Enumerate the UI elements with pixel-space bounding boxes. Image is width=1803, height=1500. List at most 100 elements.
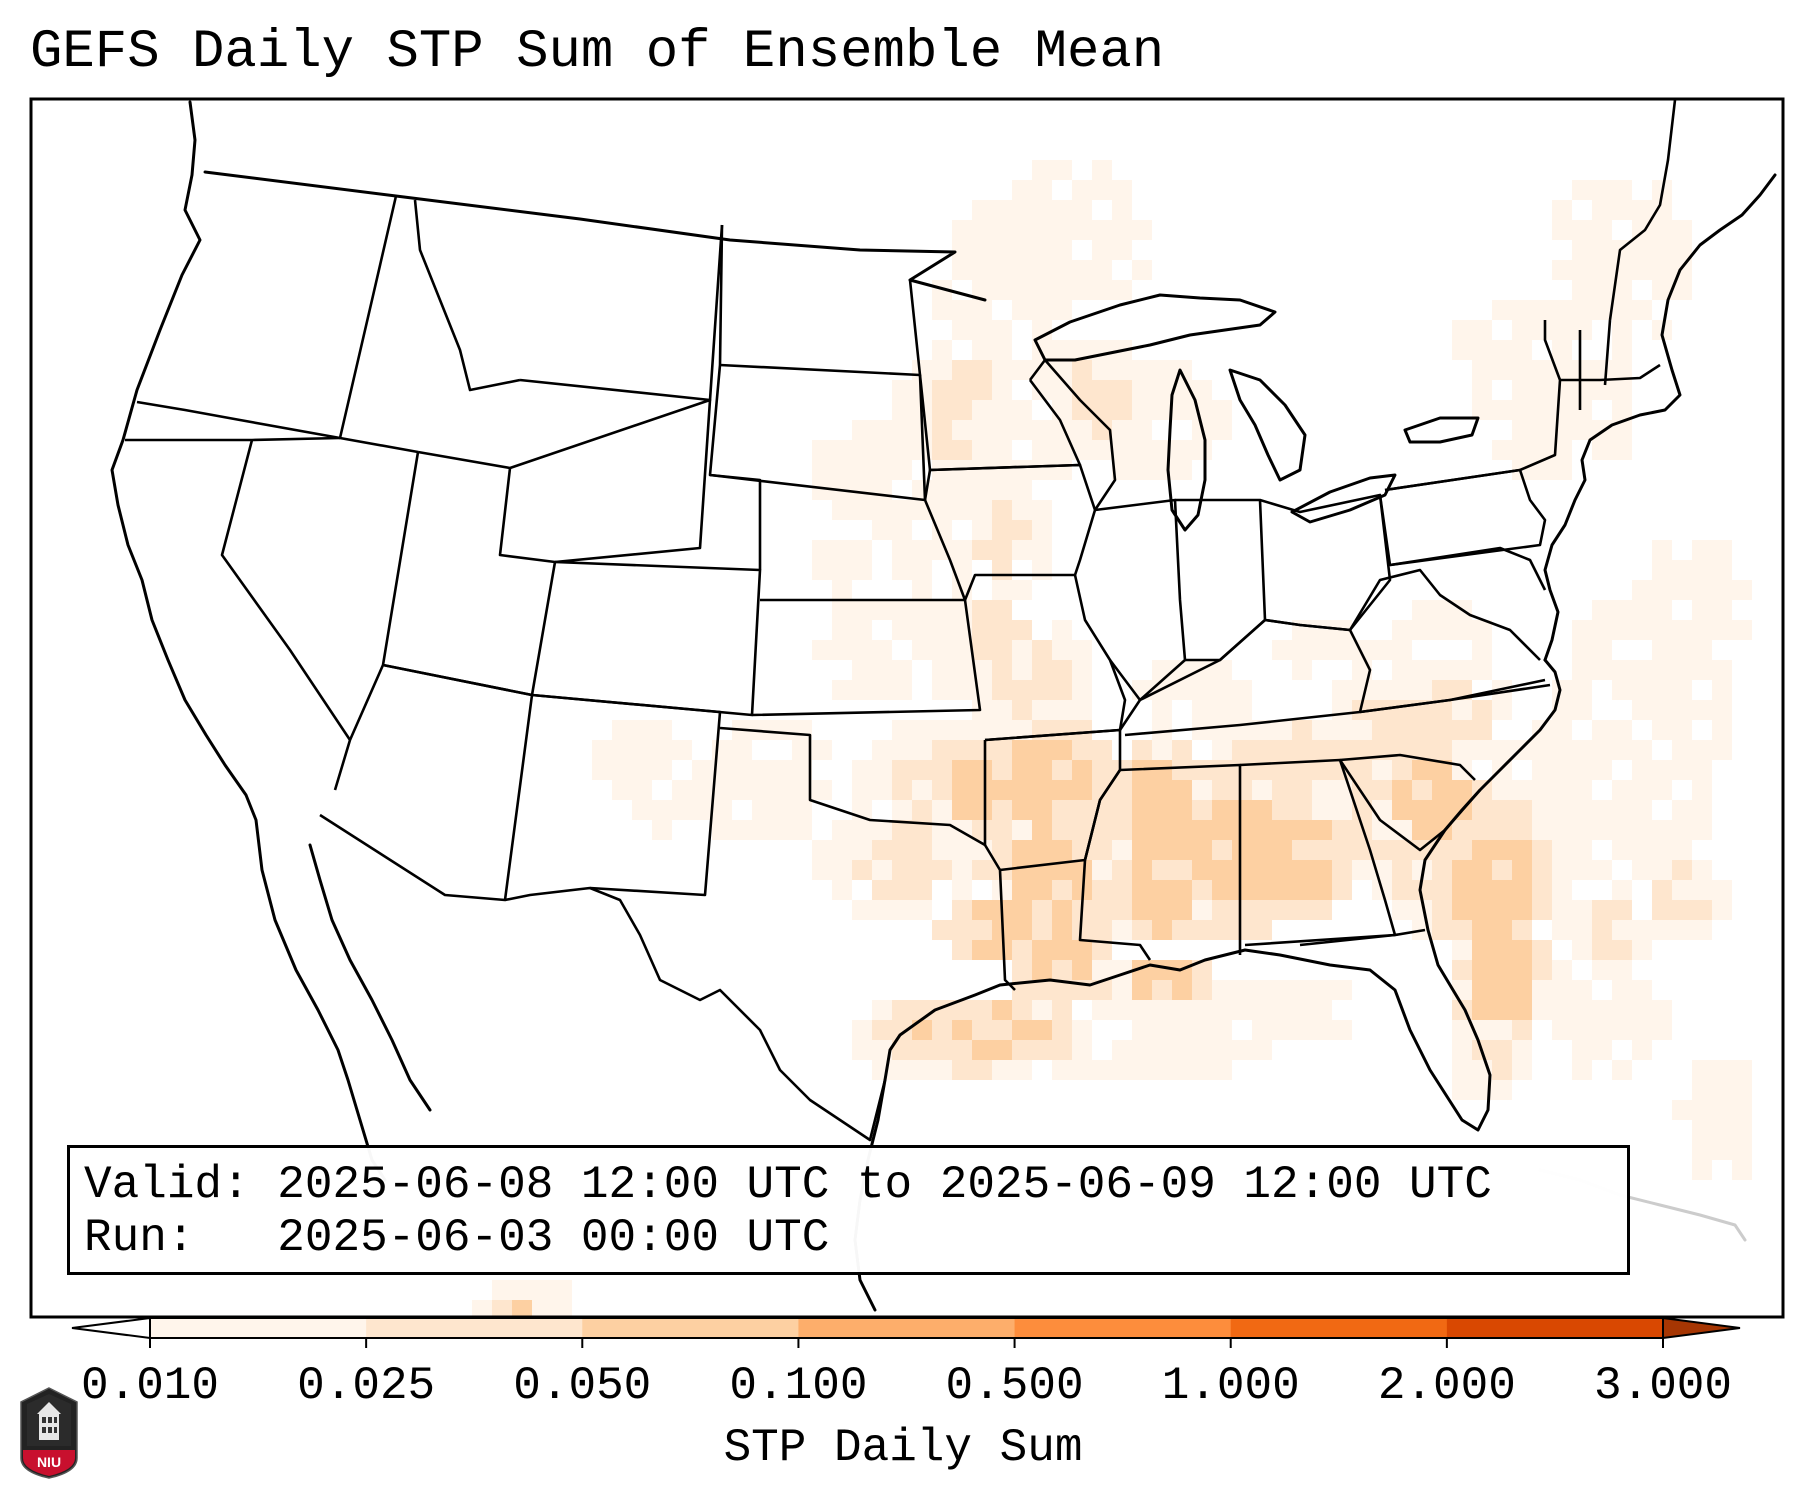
stp-cell xyxy=(972,420,992,440)
stp-cell xyxy=(1712,660,1732,680)
stp-cell xyxy=(972,1060,992,1080)
stp-cell xyxy=(1092,160,1112,180)
stp-cell xyxy=(1452,1080,1472,1100)
stp-cell xyxy=(1012,400,1032,420)
baja-coast xyxy=(308,843,432,1112)
stp-cell xyxy=(1612,1000,1632,1020)
stp-cell xyxy=(1212,1040,1232,1060)
stp-cell xyxy=(1472,980,1492,1000)
stp-cell xyxy=(1552,200,1572,220)
stp-cell xyxy=(912,780,932,800)
stp-cell xyxy=(1632,820,1652,840)
stp-cell xyxy=(892,860,912,880)
stp-cell xyxy=(972,740,992,760)
stp-cell xyxy=(1452,680,1472,700)
stp-cell xyxy=(1412,800,1432,820)
stp-cell xyxy=(1472,640,1492,660)
stp-cell xyxy=(1472,740,1492,760)
stp-cell xyxy=(1612,340,1632,360)
stp-cell xyxy=(1212,760,1232,780)
stp-cell xyxy=(1652,820,1672,840)
stp-cell xyxy=(1152,660,1172,680)
stp-cell xyxy=(1032,360,1052,380)
stp-cell xyxy=(1192,920,1212,940)
stp-cell xyxy=(1592,820,1612,840)
stp-cell xyxy=(1132,1040,1152,1060)
stp-cell xyxy=(672,800,692,820)
stp-cell xyxy=(952,680,972,700)
stp-cell xyxy=(932,1060,952,1080)
stp-cell xyxy=(1472,960,1492,980)
stp-cell xyxy=(1632,240,1652,260)
stp-cell xyxy=(1412,780,1432,800)
stp-cell xyxy=(1052,680,1072,700)
stp-cell xyxy=(1512,940,1532,960)
stp-cell xyxy=(812,840,832,860)
state-border-wv-va xyxy=(1348,568,1541,661)
stp-cell xyxy=(1492,1040,1512,1060)
stp-cell xyxy=(972,400,992,420)
stp-cell xyxy=(832,840,852,860)
stp-cell xyxy=(1712,540,1732,560)
stp-cell xyxy=(732,820,752,840)
stp-cell xyxy=(1032,1020,1052,1040)
stp-cell xyxy=(1572,260,1592,280)
stp-cell xyxy=(1132,260,1152,280)
stp-cell xyxy=(492,1280,512,1300)
stp-cell xyxy=(1612,440,1632,460)
stp-cell xyxy=(972,1040,992,1060)
stp-cell xyxy=(1572,1000,1592,1020)
stp-cell xyxy=(1432,880,1452,900)
stp-cell xyxy=(992,940,1012,960)
stp-cell xyxy=(1472,920,1492,940)
stp-cell xyxy=(832,460,852,480)
stp-cell xyxy=(1072,920,1092,940)
stp-cell xyxy=(872,780,892,800)
stp-cell xyxy=(1012,680,1032,700)
stp-cell xyxy=(1552,800,1572,820)
stp-cell xyxy=(932,740,952,760)
stp-cell xyxy=(1072,1060,1092,1080)
valid-value: 2025-06-08 12:00 UTC to 2025-06-09 12:00… xyxy=(277,1159,1492,1211)
stp-cell xyxy=(932,840,952,860)
stp-cell xyxy=(1112,980,1132,1000)
stp-cell xyxy=(1172,980,1192,1000)
stp-cell xyxy=(1632,860,1652,880)
stp-cell xyxy=(992,460,1012,480)
stp-cell xyxy=(1212,720,1232,740)
stp-cell xyxy=(1032,180,1052,200)
stp-cell xyxy=(1092,820,1112,840)
stp-cell xyxy=(1572,980,1592,1000)
stp-cell xyxy=(1452,960,1472,980)
stp-cell xyxy=(872,820,892,840)
stp-cell xyxy=(1612,820,1632,840)
stp-cell xyxy=(812,780,832,800)
stp-cell xyxy=(1712,1080,1732,1100)
stp-cell xyxy=(972,900,992,920)
stp-cell xyxy=(1032,640,1052,660)
stp-cell xyxy=(1292,980,1312,1000)
stp-cell xyxy=(912,360,932,380)
stp-cell xyxy=(692,780,712,800)
stp-cell xyxy=(1052,840,1072,860)
stp-cell xyxy=(1692,640,1712,660)
stp-cell xyxy=(1012,880,1032,900)
stp-cell xyxy=(1032,680,1052,700)
stp-cell xyxy=(652,740,672,760)
stp-cell xyxy=(1072,420,1092,440)
stp-cell xyxy=(1572,640,1592,660)
stp-cell xyxy=(1032,900,1052,920)
stp-cell xyxy=(1132,1060,1152,1080)
stp-cell xyxy=(992,220,1012,240)
stp-cell xyxy=(1392,900,1412,920)
stp-cell xyxy=(892,780,912,800)
colorbar-tick-label: 2.000 xyxy=(1377,1360,1516,1412)
stp-cell xyxy=(1732,1120,1752,1140)
stp-cell xyxy=(1072,860,1092,880)
state-border-sc xyxy=(1338,759,1481,852)
stp-cell xyxy=(1612,420,1632,440)
stp-cell xyxy=(1632,1020,1652,1040)
stp-cell xyxy=(1352,760,1372,780)
stp-cell xyxy=(1352,860,1372,880)
stp-cell xyxy=(1492,960,1512,980)
